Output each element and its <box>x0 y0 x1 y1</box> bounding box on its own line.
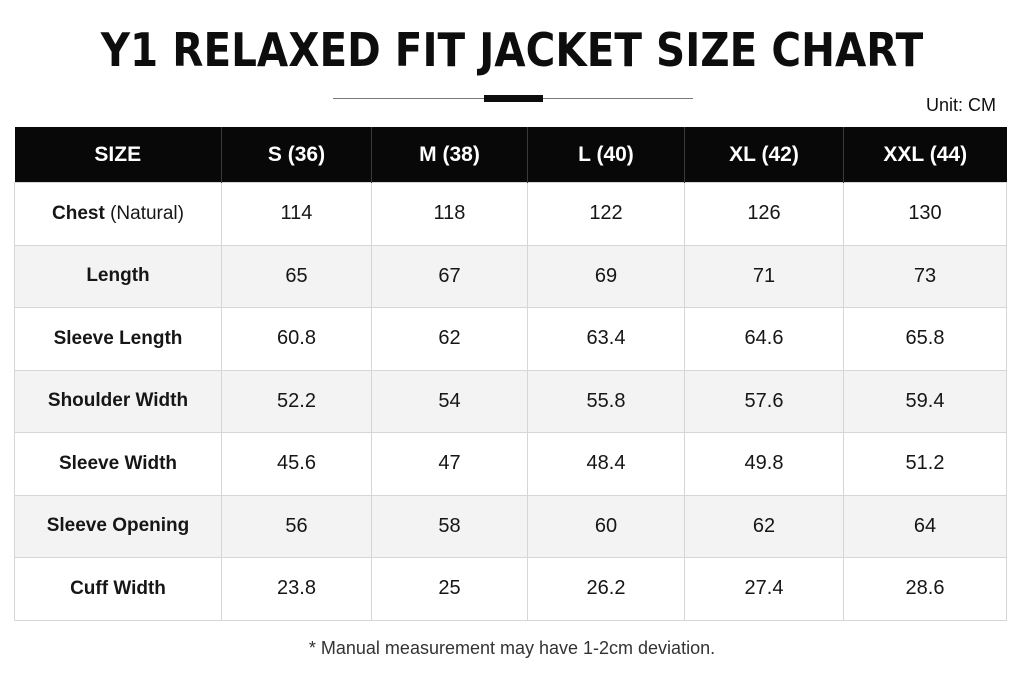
table-cell: 62 <box>684 494 844 558</box>
table-row: Cuff Width 23.8 25 26.2 27.4 28.6 <box>14 557 1007 621</box>
table-cell: 118 <box>371 182 528 246</box>
table-cell: 71 <box>684 244 844 308</box>
table-cell: 47 <box>371 432 528 496</box>
table-cell: 69 <box>527 244 685 308</box>
table-cell: 26.2 <box>527 557 685 621</box>
table-cell: 55.8 <box>527 369 685 433</box>
row-label-note: (Natural) <box>104 202 184 224</box>
header-cell-l: L (40) <box>527 127 685 183</box>
table-cell: 67 <box>371 244 528 308</box>
table-cell: 58 <box>371 494 528 558</box>
table-cell: 64 <box>843 494 1007 558</box>
table-row: Length 65 67 69 71 73 <box>14 244 1007 308</box>
unit-label: Unit: CM <box>925 95 996 115</box>
header-cell-m: M (38) <box>371 127 528 183</box>
row-label-sleeve-width: Sleeve Width <box>14 432 222 496</box>
table-cell: 23.8 <box>221 557 372 621</box>
table-cell: 28.6 <box>843 557 1007 621</box>
table-cell: 60.8 <box>221 307 372 371</box>
row-label-shoulder-width: Shoulder Width <box>14 369 222 433</box>
table-cell: 25 <box>371 557 528 621</box>
table-row: Chest (Natural) 114 118 122 126 130 <box>14 182 1007 246</box>
table-cell: 114 <box>221 182 372 246</box>
header-cell-xl: XL (42) <box>684 127 844 183</box>
row-label-sleeve-opening: Sleeve Opening <box>14 494 222 558</box>
table-cell: 73 <box>843 244 1007 308</box>
table-row: Sleeve Opening 56 58 60 62 64 <box>14 494 1007 558</box>
title-divider-accent <box>484 95 543 102</box>
table-cell: 126 <box>684 182 844 246</box>
row-label-sleeve-length: Sleeve Length <box>14 307 222 371</box>
table-cell: 51.2 <box>843 432 1007 496</box>
table-cell: 56 <box>221 494 372 558</box>
table-cell: 130 <box>843 182 1007 246</box>
table-cell: 65 <box>221 244 372 308</box>
header-cell-size: SIZE <box>14 127 222 183</box>
table-header-row: SIZE S (36) M (38) L (40) XL (42) XXL (4… <box>14 127 1007 183</box>
size-chart-table: SIZE S (36) M (38) L (40) XL (42) XXL (4… <box>14 127 1007 621</box>
header-cell-s: S (36) <box>221 127 372 183</box>
table-row: Shoulder Width 52.2 54 55.8 57.6 59.4 <box>14 369 1007 433</box>
table-cell: 122 <box>527 182 685 246</box>
row-label-length: Length <box>14 244 222 308</box>
row-label-chest: Chest (Natural) <box>14 182 222 246</box>
table-cell: 48.4 <box>527 432 685 496</box>
table-row: Sleeve Width 45.6 47 48.4 49.8 51.2 <box>14 432 1007 496</box>
row-label-cuff-width: Cuff Width <box>14 557 222 621</box>
table-cell: 63.4 <box>527 307 685 371</box>
table-cell: 64.6 <box>684 307 844 371</box>
page-title: Y1 RELAXED FIT JACKET SIZE CHART <box>100 23 924 77</box>
table-cell: 65.8 <box>843 307 1007 371</box>
table-cell: 62 <box>371 307 528 371</box>
table-cell: 52.2 <box>221 369 372 433</box>
measurement-footnote: * Manual measurement may have 1-2cm devi… <box>308 638 716 658</box>
table-cell: 49.8 <box>684 432 844 496</box>
header-cell-xxl: XXL (44) <box>843 127 1007 183</box>
table-cell: 57.6 <box>684 369 844 433</box>
table-cell: 59.4 <box>843 369 1007 433</box>
table-cell: 54 <box>371 369 528 433</box>
table-cell: 45.6 <box>221 432 372 496</box>
table-row: Sleeve Length 60.8 62 63.4 64.6 65.8 <box>14 307 1007 371</box>
table-cell: 27.4 <box>684 557 844 621</box>
row-label-text: Chest <box>52 202 105 224</box>
table-cell: 60 <box>527 494 685 558</box>
